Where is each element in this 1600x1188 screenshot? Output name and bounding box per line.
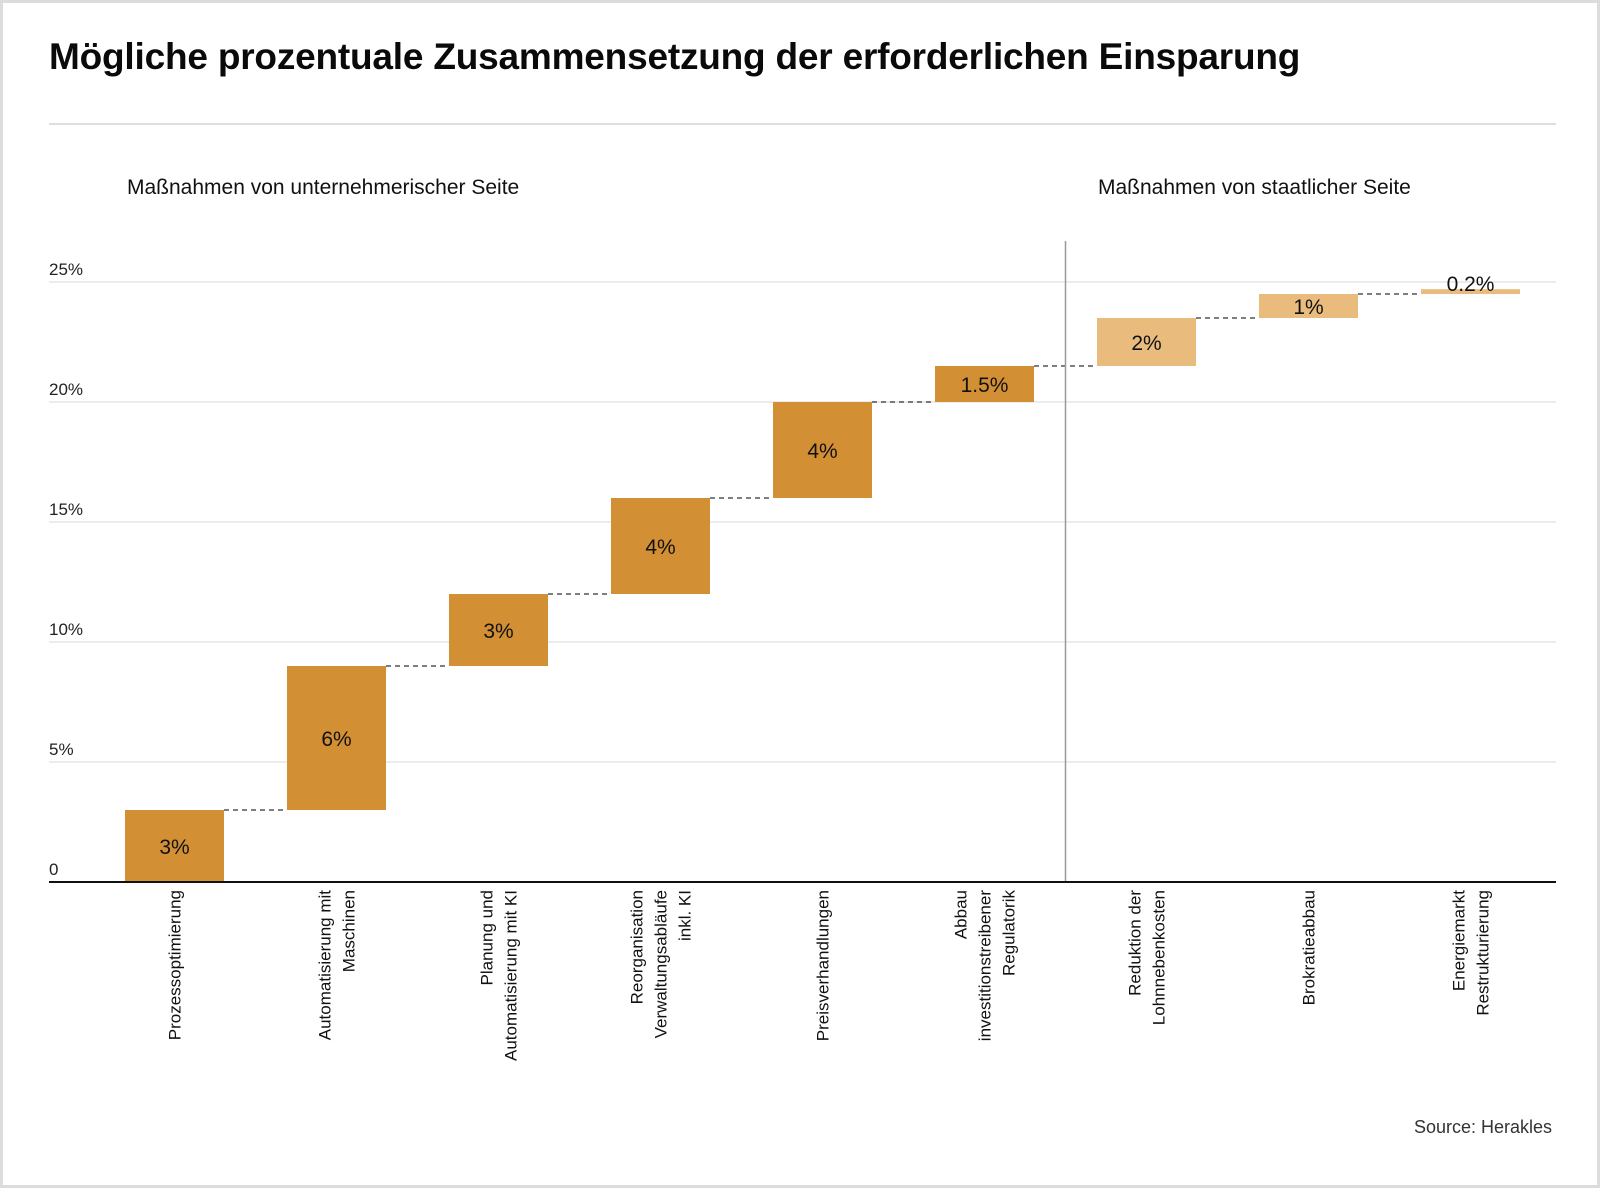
category-label-line: Automatisierung mit KI xyxy=(502,890,521,1061)
chart-title: Mögliche prozentuale Zusammensetzung der… xyxy=(49,36,1301,77)
category-labels: Prozessoptimierung Automatisierung mit Mas… xyxy=(166,890,1493,1062)
bar-value-labels: 3% 6% 3% 4% 4% 1.5% 2% 1% 0.2% xyxy=(159,273,1494,859)
category-label: Brokratieabbau xyxy=(1300,890,1319,1005)
bar-value-label: 3% xyxy=(159,836,189,859)
category-label: Automatisierung mit Maschinen xyxy=(316,890,359,1041)
category-label: Reorganisation Verwaltungsabläufe inkl. KI xyxy=(628,890,695,1038)
y-tick-label: 5% xyxy=(49,740,74,759)
bar-value-label: 4% xyxy=(807,440,837,463)
section-label-state: Maßnahmen von staatlicher Seite xyxy=(1098,176,1411,199)
source-note: Source: Herakles xyxy=(1413,1117,1552,1137)
connector-lines xyxy=(224,293,1421,811)
bar xyxy=(449,594,548,666)
bar-value-label: 4% xyxy=(645,536,675,559)
category-label-line: Maschinen xyxy=(340,890,359,972)
gridlines xyxy=(49,281,1556,763)
category-label-line: Reduktion der xyxy=(1126,890,1145,996)
bar-value-label: 6% xyxy=(321,728,351,751)
category-label-line: Restrukturierung xyxy=(1474,890,1493,1016)
category-label: Planung und Automatisierung mit KI xyxy=(478,890,521,1061)
category-label-line: Regulatorik xyxy=(1000,890,1019,976)
category-label: Abbau investitionstreibener Regulatorik xyxy=(952,890,1019,1042)
category-label: Reduktion der Lohnnebenkosten xyxy=(1126,890,1169,1026)
category-label-line: Prozessoptimierung xyxy=(166,890,185,1040)
bar-value-label: 3% xyxy=(483,620,513,643)
category-label: Energiemarkt Restrukturierung xyxy=(1450,890,1493,1016)
section-label-company: Maßnahmen von unternehmerischer Seite xyxy=(127,176,520,199)
title-separator xyxy=(49,123,1556,125)
bars xyxy=(125,289,1520,882)
bar xyxy=(611,498,710,594)
y-tick-label: 10% xyxy=(49,620,83,639)
category-label-line: Brokratieabbau xyxy=(1300,890,1319,1005)
y-tick-label: 20% xyxy=(49,380,83,399)
bar xyxy=(935,366,1034,402)
bar-value-label: 0.2% xyxy=(1447,273,1495,296)
category-label-line: Preisverhandlungen xyxy=(814,890,833,1041)
bar xyxy=(773,402,872,498)
category-label-line: inkl. KI xyxy=(676,890,695,941)
category-label-line: Abbau xyxy=(952,890,971,939)
y-tick-label: 15% xyxy=(49,500,83,519)
bar xyxy=(1097,318,1196,366)
bar xyxy=(1421,289,1520,294)
bar-value-label: 1.5% xyxy=(961,374,1009,397)
category-label-line: Reorganisation xyxy=(628,890,647,1004)
category-label-line: investitionstreibener xyxy=(976,890,995,1042)
y-tick-label: 25% xyxy=(49,260,83,279)
category-label-line: Lohnnebenkosten xyxy=(1150,890,1169,1025)
category-label-line: Automatisierung mit xyxy=(316,890,335,1041)
category-label-line: Planung und xyxy=(478,890,497,985)
category-label-line: Energiemarkt xyxy=(1450,890,1469,991)
category-label: Preisverhandlungen xyxy=(814,890,833,1041)
category-label-line: Verwaltungsabläufe xyxy=(652,890,671,1038)
bar-value-label: 2% xyxy=(1131,332,1161,355)
bar xyxy=(287,666,386,810)
bar xyxy=(125,810,224,882)
y-axis-ticks: 0 5% 10% 15% 20% 25% xyxy=(49,260,83,879)
bar-value-label: 1% xyxy=(1293,296,1323,319)
category-label: Prozessoptimierung xyxy=(166,890,185,1040)
y-tick-label: 0 xyxy=(49,860,58,879)
bar xyxy=(1259,294,1358,318)
